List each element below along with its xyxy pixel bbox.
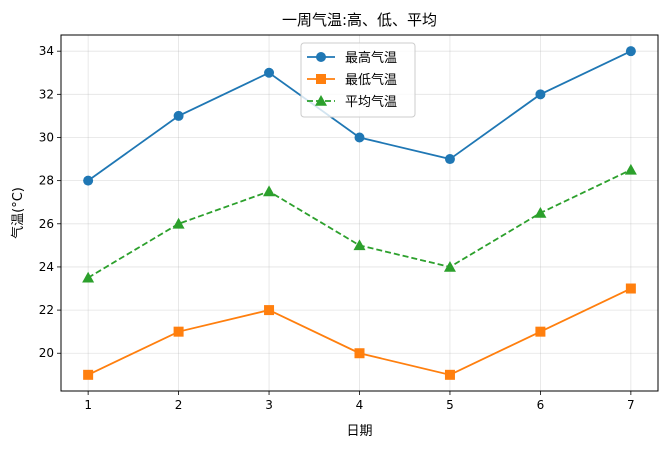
y-tick-label: 22: [39, 303, 54, 317]
legend-label: 平均气温: [345, 94, 397, 110]
data-point: [264, 67, 275, 78]
data-point: [535, 89, 546, 100]
data-point: [173, 110, 184, 121]
x-tick-label: 4: [356, 398, 364, 412]
series-layer: [82, 46, 637, 380]
chart-title: 一周气温:高、低、平均: [282, 11, 437, 29]
series-2: [83, 283, 636, 380]
legend-marker: [316, 74, 326, 84]
y-tick-label: 24: [39, 260, 54, 274]
data-point: [444, 154, 455, 165]
data-point: [264, 305, 275, 316]
legend-label: 最低气温: [345, 72, 397, 88]
data-point: [353, 239, 366, 251]
x-tick-label: 3: [265, 398, 273, 412]
legend-marker: [316, 52, 326, 62]
data-point: [625, 283, 636, 294]
data-point: [172, 217, 185, 229]
x-tick-label: 5: [446, 398, 454, 412]
x-axis-label: 日期: [346, 424, 372, 439]
y-tick-label: 20: [39, 346, 54, 360]
x-tick-label: 2: [175, 398, 183, 412]
data-point: [82, 271, 95, 283]
x-tick-label: 7: [627, 398, 635, 412]
legend-item: 平均气温: [307, 94, 397, 110]
data-point: [354, 348, 365, 359]
data-point: [83, 175, 94, 186]
data-point: [444, 369, 455, 380]
data-point: [534, 207, 547, 218]
legend-item: 最高气温: [307, 50, 397, 66]
data-point: [535, 326, 546, 337]
legend-marker: [315, 95, 327, 106]
data-point: [624, 163, 637, 175]
data-point: [443, 260, 456, 272]
x-tick-label: 6: [537, 398, 545, 412]
legend-label: 最高气温: [345, 50, 397, 66]
data-point: [354, 132, 365, 143]
legend-item: 最低气温: [307, 72, 397, 88]
y-tick-label: 28: [39, 174, 54, 188]
y-tick-label: 32: [39, 87, 54, 101]
data-point: [83, 369, 94, 380]
series-1: [83, 46, 636, 186]
legend-box: [300, 42, 416, 118]
series-3: [82, 163, 637, 283]
y-tick-label: 30: [39, 130, 54, 144]
y-tick-label: 26: [39, 217, 54, 231]
data-point: [625, 46, 636, 57]
x-axis: 1 2 3 4 5 6 7: [84, 391, 635, 412]
y-axis-label: 气温(°C): [10, 187, 26, 239]
x-tick-label: 1: [84, 398, 92, 412]
data-point: [173, 326, 184, 337]
data-point: [263, 185, 276, 197]
y-tick-label: 34: [39, 44, 54, 58]
y-axis: 20 22 24 26 28 30 32 34: [39, 44, 61, 360]
